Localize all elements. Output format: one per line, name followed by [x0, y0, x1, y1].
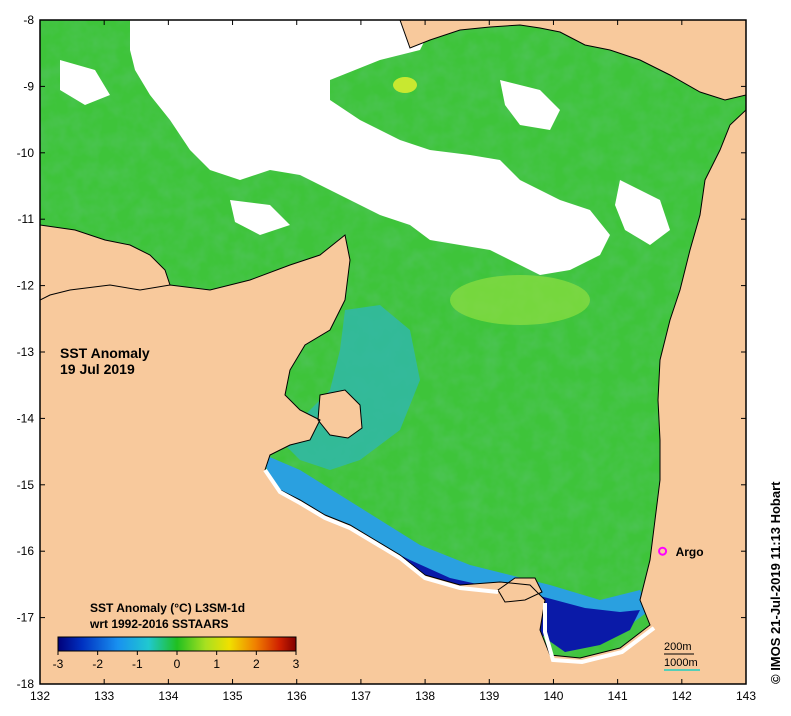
land-groote: [318, 390, 362, 438]
land: [40, 20, 746, 684]
lon-tick-label: 137: [351, 689, 371, 703]
warm-patch: [450, 275, 590, 325]
lat-tick-label: -18: [17, 677, 35, 691]
lat-tick-label: -11: [18, 212, 35, 226]
coast-australia: [40, 109, 746, 659]
contour-200m-label: 200m: [664, 641, 692, 653]
lat-tick-label: -12: [17, 279, 35, 293]
legend-subtitle: wrt 1992-2016 SSTAARS: [89, 617, 229, 631]
coast-tiwi: [40, 224, 171, 286]
contour-1000m-label: 1000m: [664, 657, 698, 669]
contour-200m: [263, 468, 656, 665]
longitude-axis: 132 133 134 135 136 137 138 139 140 141 142 143: [30, 20, 756, 703]
colorbar-tick-label: 2: [253, 657, 260, 671]
warm-patch: [393, 77, 417, 93]
colorbar-tick-label: -1: [132, 657, 143, 671]
lon-tick-label: 140: [543, 689, 563, 703]
lon-tick-label: 138: [415, 689, 435, 703]
lat-tick-label: -15: [17, 478, 35, 492]
lon-tick-label: 139: [479, 689, 499, 703]
cloud-area: [60, 60, 110, 105]
lat-tick-label: -17: [17, 611, 35, 625]
cloud-area: [230, 200, 290, 235]
colorbar-tick-label: 1: [213, 657, 220, 671]
land-tiwi: [40, 225, 170, 300]
colorbar-legend: SST Anomaly (°C) L3SM-1d wrt 1992-2016 S…: [53, 601, 300, 671]
cloud-mask: [60, 20, 670, 275]
latitude-axis: -8-9-10-11-12-13-14-15-16-17-18: [17, 13, 746, 691]
lat-tick-label: -14: [17, 411, 35, 425]
coast-new-guinea: [399, 20, 746, 101]
map-title: SST Anomaly: [60, 345, 150, 361]
lon-tick-label: 142: [672, 689, 692, 703]
coast-mornington: [497, 577, 543, 603]
lon-tick-label: 136: [287, 689, 307, 703]
lat-tick-label: -16: [17, 544, 35, 558]
land-mornington: [498, 578, 542, 602]
lat-tick-label: -9: [23, 79, 34, 93]
argo-label: Argo: [676, 545, 704, 559]
cloud-area: [500, 80, 560, 130]
land-australia: [40, 110, 746, 684]
colorbar: [57, 636, 297, 652]
colorbar-tick-label: -3: [53, 657, 64, 671]
map-date: 19 Jul 2019: [60, 361, 135, 377]
colorbar-tick-label: 0: [174, 657, 181, 671]
lat-tick-label: -13: [17, 345, 35, 359]
colorbar-ticks: -3 -2 -1 0 1 2 3: [53, 651, 300, 671]
colorbar-tick-label: 3: [293, 657, 300, 671]
lon-tick-label: 141: [608, 689, 628, 703]
argo-icon: [658, 546, 668, 556]
lat-tick-label: -10: [17, 146, 35, 160]
land-new-guinea: [400, 20, 746, 100]
lon-tick-label: 133: [94, 689, 114, 703]
coast-groote: [317, 389, 363, 439]
coastline: [40, 20, 746, 659]
lon-tick-label: 134: [158, 689, 178, 703]
lat-tick-label: -8: [23, 13, 34, 27]
contour-legend: 200m 1000m: [664, 641, 700, 671]
colorbar-tick-label: -2: [92, 657, 103, 671]
cloud-area: [130, 20, 610, 275]
cloud-area: [615, 180, 670, 245]
argo-float-marker: Argo: [658, 545, 704, 559]
lon-tick-label: 132: [30, 689, 50, 703]
legend-title: SST Anomaly (°C) L3SM-1d: [90, 601, 245, 615]
credit-text: © IMOS 21-Jul-2019 11:13 Hobart: [768, 481, 783, 684]
lon-tick-label: 135: [223, 689, 243, 703]
lon-tick-label: 143: [736, 689, 756, 703]
